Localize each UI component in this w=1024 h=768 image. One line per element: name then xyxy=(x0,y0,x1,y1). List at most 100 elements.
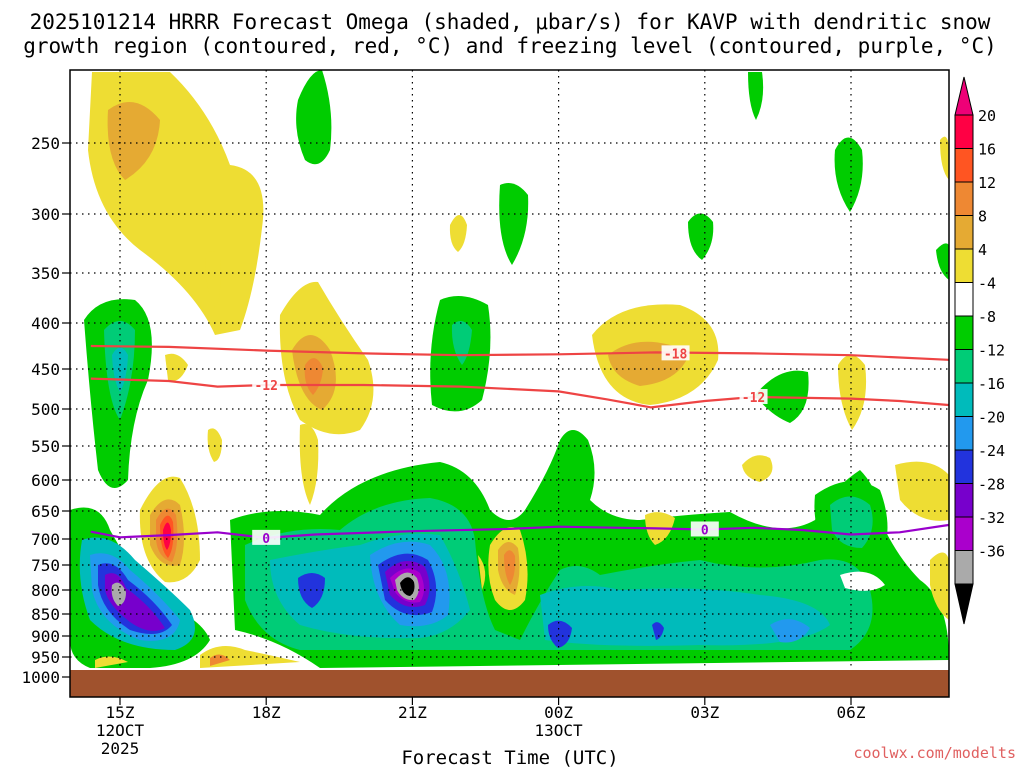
colorbar-segment xyxy=(954,282,974,317)
omega-area-yellow-pocket11 xyxy=(478,555,486,590)
y-tick-label: 350 xyxy=(31,264,60,283)
y-tick-label: 650 xyxy=(31,502,60,521)
contour-line xyxy=(90,377,949,409)
y-tick-label: 300 xyxy=(31,205,60,224)
colorbar-label: 20 xyxy=(978,107,996,125)
omega-area-green-top1 xyxy=(296,70,332,165)
chart-title-line1: 2025101214 HRRR Forecast Omega (shaded, … xyxy=(30,10,991,34)
colorbar-segment xyxy=(954,215,974,250)
colorbar-segment xyxy=(954,550,974,585)
omega-area-green-right-edge xyxy=(936,243,949,280)
colorbar-label: 4 xyxy=(978,241,987,259)
contour-label: 0 xyxy=(701,523,709,538)
colorbar-label: -36 xyxy=(978,543,1005,561)
y-tick-label: 600 xyxy=(31,471,60,490)
colorbar-label: -8 xyxy=(978,308,996,326)
omega-area-blue-small2 xyxy=(548,620,572,648)
x-tick-date: 13OCT xyxy=(535,721,584,740)
colorbar-segment xyxy=(954,315,974,350)
omega-area-green-top2 xyxy=(499,182,529,265)
y-tick-label: 550 xyxy=(31,437,60,456)
colorbar-label: -32 xyxy=(978,509,1005,527)
colorbar-label: 12 xyxy=(978,174,996,192)
colorbar-segment xyxy=(954,349,974,384)
colorbar-segment xyxy=(954,449,974,484)
omega-area-blue-small3 xyxy=(652,622,664,640)
colorbar-label: -12 xyxy=(978,342,1005,360)
omega-area-cyan-lowband2 xyxy=(540,586,830,646)
y-tick-label: 1000 xyxy=(21,668,60,687)
chart-title-line2: growth region (contoured, red, °C) and f… xyxy=(23,34,997,58)
colorbar-segment xyxy=(954,483,974,518)
omega-area-teal-mid1 xyxy=(451,321,472,365)
y-tick-label: 900 xyxy=(31,627,60,646)
colorbar-label: -24 xyxy=(978,442,1005,460)
omega-area-yellow-pocket3 xyxy=(299,424,319,505)
colorbar-label: -20 xyxy=(978,409,1005,427)
x-tick-label: 18Z xyxy=(252,703,281,722)
contour-label: -12 xyxy=(742,391,765,406)
contour-line xyxy=(90,344,949,361)
omega-area-yellow-mid4 xyxy=(165,353,188,381)
y-tick-label: 700 xyxy=(31,530,60,549)
y-tick-label: 500 xyxy=(31,400,60,419)
contour-label-bg xyxy=(252,529,281,545)
omega-area-green-top5 xyxy=(834,137,863,212)
y-tick-label: 800 xyxy=(31,581,60,600)
omega-area-green-top4 xyxy=(748,72,764,120)
omega-area-yellow-pocket6 xyxy=(930,552,949,620)
omega-area-gray-leftlow xyxy=(111,582,126,606)
colorbar-segment xyxy=(954,382,974,417)
x-tick-year: 2025 xyxy=(101,739,140,758)
contour-line xyxy=(90,523,949,540)
colorbar-segment xyxy=(954,148,974,183)
omega-shading xyxy=(70,70,949,668)
omega-area-yellow-pocket5 xyxy=(895,461,949,521)
x-axis-title: Forecast Time (UTC) xyxy=(401,747,618,768)
omega-area-yellow-pocket10 xyxy=(207,428,222,462)
omega-area-cyan-leftcol xyxy=(112,347,128,392)
credit-text: coolwx.com/modelts xyxy=(853,744,1016,762)
y-tick-label: 850 xyxy=(31,605,60,624)
omega-area-green-top3 xyxy=(688,213,714,260)
ground-surface xyxy=(70,670,949,697)
colorbar-label: 16 xyxy=(978,141,996,159)
y-tick-label: 750 xyxy=(31,556,60,575)
omega-area-yellow-right-edge xyxy=(940,136,949,180)
colorbar-label: -28 xyxy=(978,476,1005,494)
contour-label-bg xyxy=(661,345,690,361)
omega-area-orange-upper-left xyxy=(107,102,160,180)
omega-area-blue-small4 xyxy=(770,619,810,643)
x-tick-date: 12OCT xyxy=(96,721,145,740)
colorbar-bottom-arrow xyxy=(954,583,974,625)
y-tick-label: 250 xyxy=(31,134,60,153)
contour-label-bg xyxy=(690,521,719,537)
x-tick-label: 00Z xyxy=(544,703,573,722)
contour-label: -12 xyxy=(254,379,277,394)
contour-label: -18 xyxy=(664,347,688,362)
plot-frame xyxy=(69,69,950,698)
y-tick-label: 450 xyxy=(31,360,60,379)
x-tick-label: 03Z xyxy=(690,703,719,722)
colorbar-label: -16 xyxy=(978,375,1005,393)
omega-area-yellow-mid3 xyxy=(838,355,867,430)
y-tick-label: 400 xyxy=(31,314,60,333)
omega-area-black-lowband xyxy=(400,577,415,596)
contour-label-bg xyxy=(739,389,768,404)
colorbar-label: -4 xyxy=(978,275,996,293)
omega-area-yellow-small xyxy=(449,215,467,252)
colorbar-top-arrow xyxy=(954,76,974,116)
omega-area-teal-pocket7 xyxy=(830,496,873,548)
omega-area-red-pocket2 xyxy=(504,550,516,585)
x-tick-label: 21Z xyxy=(398,703,427,722)
temperature-contours: -18 -12 -12 0 0 xyxy=(90,344,949,547)
colorbar-segment xyxy=(954,516,974,551)
y-tick-label: 950 xyxy=(31,648,60,667)
colorbar-segment xyxy=(954,248,974,283)
omega-area-yellow-mid6 xyxy=(205,251,221,308)
colorbar: 20 16 12 8 4 -4 -8 -12 -16 -20 -24 -28 -32 -36 xyxy=(954,76,1005,625)
x-tick-label: 15Z xyxy=(106,703,135,722)
contour-label: 0 xyxy=(262,532,270,547)
